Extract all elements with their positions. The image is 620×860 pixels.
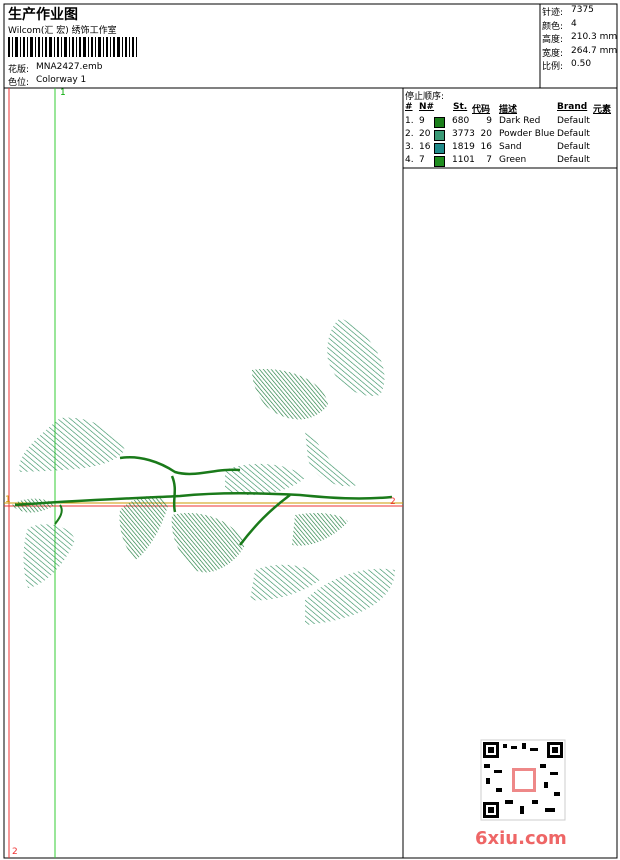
design-label: 花版: xyxy=(8,65,30,75)
table-cell: 3. xyxy=(405,142,414,152)
colorway: Colorway 1 xyxy=(36,75,87,85)
title: 生产作业图 xyxy=(8,7,78,23)
table-cell: 1819 xyxy=(452,142,475,152)
table-cell: 680 xyxy=(452,116,470,126)
stop-title: 停止顺序: xyxy=(405,92,445,102)
table-cell: Dark Red xyxy=(499,116,541,126)
stat-label: 宽度: xyxy=(542,48,564,59)
table-cell: 7 xyxy=(486,155,492,165)
stat-value: 4 xyxy=(571,18,577,29)
design: MNA2427.emb xyxy=(36,62,103,72)
stat-label: 颜色: xyxy=(542,21,564,32)
table-cell: 1101 xyxy=(452,155,475,165)
table-header: 元素 xyxy=(593,105,612,115)
table-cell: Default xyxy=(557,129,590,139)
table-cell: 9 xyxy=(486,116,492,126)
table-header: # xyxy=(405,102,413,112)
table-header: Brand xyxy=(557,102,588,112)
marker: 2 xyxy=(12,847,18,857)
table-cell: 3773 xyxy=(452,129,475,139)
table-cell: Default xyxy=(557,116,590,126)
table-header: N# xyxy=(419,102,435,112)
stat-label: 针迹: xyxy=(542,8,564,18)
table-cell: Sand xyxy=(499,142,522,152)
table-header: 描述 xyxy=(499,105,518,115)
marker: 2 xyxy=(390,497,396,507)
marker: 1 xyxy=(5,495,11,505)
stat-value: 264.7 mm xyxy=(571,45,618,56)
marker: 1 xyxy=(60,88,66,98)
table-cell: 9 xyxy=(419,116,425,126)
table-cell: 1. xyxy=(405,116,414,126)
table-cell: 2. xyxy=(405,129,414,139)
table-header: St. xyxy=(453,102,468,112)
stat-label: 高度: xyxy=(542,35,564,45)
table-cell: 20 xyxy=(480,129,492,139)
table-header: 代码 xyxy=(472,105,491,115)
table-cell: 16 xyxy=(480,142,492,152)
qr-code xyxy=(480,739,566,821)
embroidery xyxy=(12,318,395,625)
table-cell: Green xyxy=(499,155,527,165)
colorway-label: 色位: xyxy=(8,78,30,88)
color-swatch xyxy=(434,156,445,167)
table-cell: Powder Blue xyxy=(499,129,555,139)
barcode xyxy=(8,37,137,57)
table-cell: Default xyxy=(557,142,590,152)
studio: Wilcom(汇 宏) 绣饰工作室 xyxy=(8,26,117,36)
table-cell: 20 xyxy=(419,129,431,139)
table-cell: 16 xyxy=(419,142,431,152)
stat-value: 210.3 mm xyxy=(571,32,618,42)
table-cell: Default xyxy=(557,155,590,165)
stat-label: 比例: xyxy=(542,62,564,72)
table-cell: 7 xyxy=(419,155,425,165)
stat-value: 0.50 xyxy=(571,59,592,69)
watermark: 6xiu.com xyxy=(475,828,567,849)
color-swatch xyxy=(434,117,445,128)
color-swatch xyxy=(434,130,445,141)
table-cell: 4. xyxy=(405,155,414,165)
stat-value: 7375 xyxy=(571,5,594,15)
color-swatch xyxy=(434,143,445,154)
